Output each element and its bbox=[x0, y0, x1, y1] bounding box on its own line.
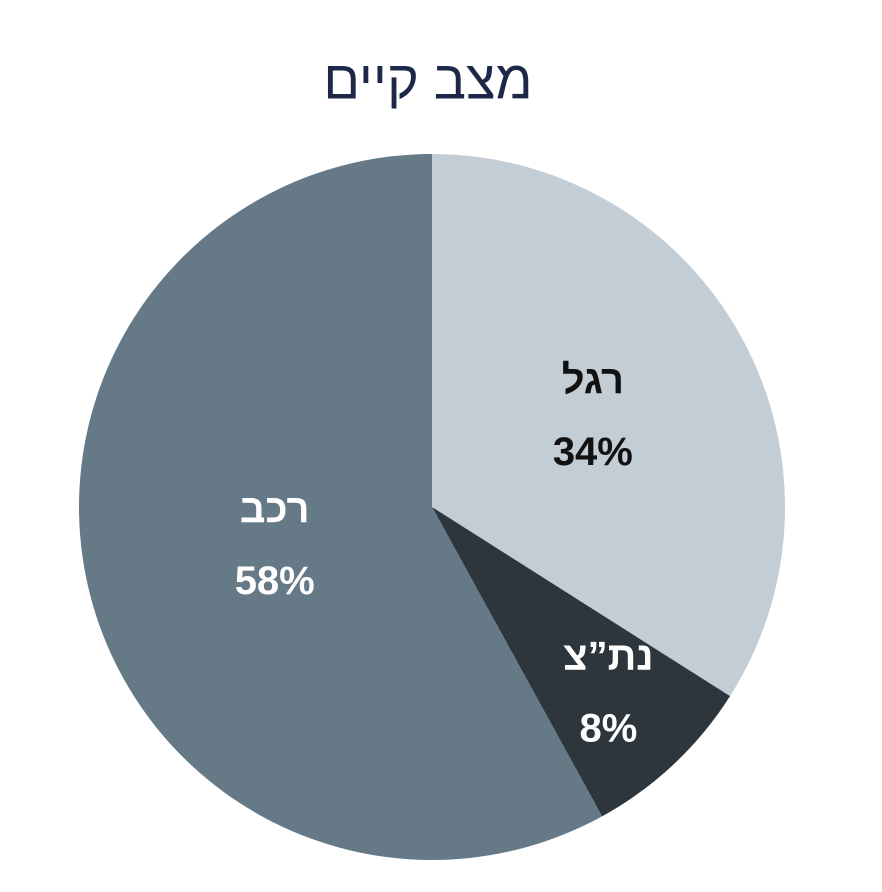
slice-category-label: נת”צ bbox=[563, 634, 653, 678]
slice-value-label: 58% bbox=[235, 559, 315, 603]
pie-slice bbox=[78, 154, 603, 860]
slice-category-label: רגל bbox=[562, 358, 624, 402]
slice-category-label: רכב bbox=[240, 487, 310, 531]
pie-slice bbox=[432, 507, 731, 817]
slice-value-label: 34% bbox=[553, 430, 633, 474]
slice-value-label: 8% bbox=[579, 706, 637, 750]
pie-slice bbox=[432, 154, 785, 697]
chart-title: מצב קיים bbox=[323, 50, 532, 110]
